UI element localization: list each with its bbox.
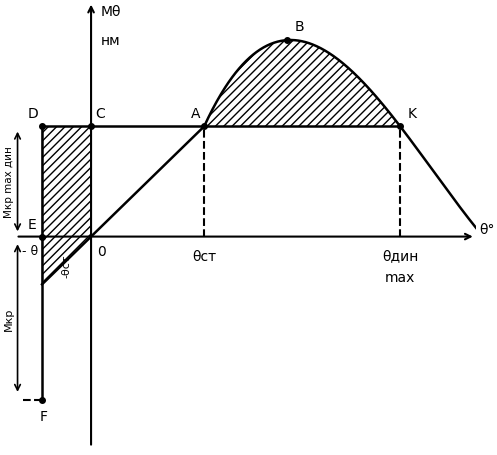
Text: B: B — [295, 20, 304, 34]
Text: θст: θст — [192, 249, 216, 263]
Text: θдин: θдин — [382, 249, 418, 263]
Text: max: max — [385, 271, 415, 284]
Text: Мкр max дин: Мкр max дин — [4, 146, 14, 218]
Text: E: E — [28, 217, 36, 231]
Text: K: K — [408, 107, 417, 121]
Text: Mθ: Mθ — [100, 5, 121, 19]
Text: нм: нм — [100, 34, 120, 48]
Text: -θст: -θст — [62, 254, 72, 277]
Text: θ°: θ° — [480, 223, 495, 237]
Text: 0: 0 — [97, 244, 105, 258]
Text: D: D — [27, 107, 38, 121]
Text: C: C — [95, 107, 104, 121]
Text: F: F — [40, 409, 48, 423]
Text: A: A — [191, 107, 200, 121]
Text: - θ: - θ — [22, 244, 38, 257]
Text: Мкр: Мкр — [4, 307, 14, 330]
